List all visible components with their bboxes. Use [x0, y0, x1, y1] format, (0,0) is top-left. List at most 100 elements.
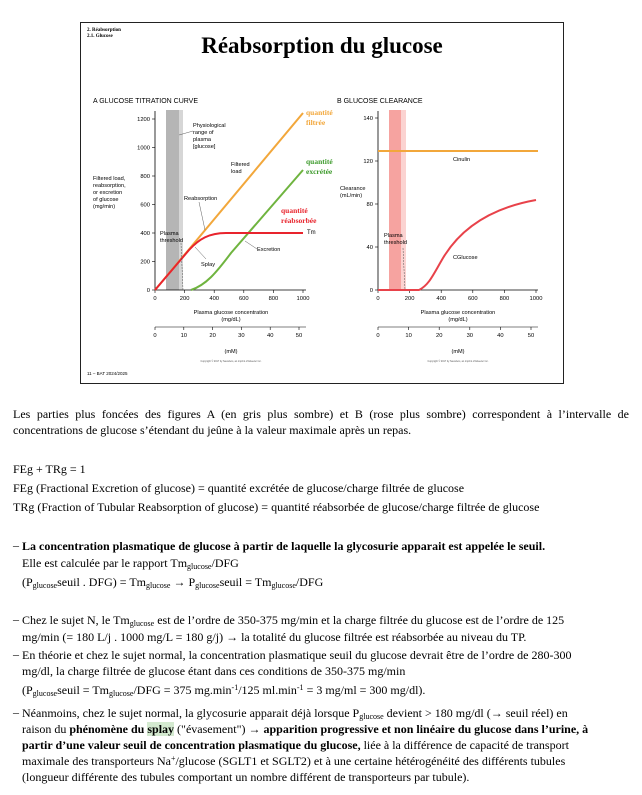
bullet-seuil-line2: Elle est calculée par le rapport Tmgluco… [22, 556, 239, 571]
b-y-ticks: 0 40 80 120 140 [363, 116, 378, 294]
equation-1: FEg + TRg = 1 [13, 462, 86, 476]
excretion-pointer [244, 240, 258, 250]
reabsorption-pointer [198, 201, 206, 231]
tick-label: 10 [181, 333, 187, 339]
tick-label: 0 [153, 333, 156, 339]
bullet-theory-line2: mg/dl, la charge filtrée de glucose étan… [22, 664, 406, 678]
tick-label: 120 [363, 159, 373, 165]
tick-label: 20 [209, 333, 215, 339]
a-threshold-label: Plasma threshold [160, 231, 183, 244]
reabsorption-curve [154, 232, 303, 291]
tick-label: 1200 [137, 117, 150, 123]
tick-label: 10 [405, 333, 411, 339]
a-x-ticks: 0 200 400 600 800 1000 [153, 290, 309, 302]
threshold-marker [180, 242, 184, 291]
tick-label: 50 [528, 333, 534, 339]
bullet-theory-line3: (Pglucoseseuil = Tmglucose/DFG = 375 mg.… [22, 683, 426, 698]
tick-label: 0 [147, 288, 150, 294]
a-splay-label: Splay [201, 262, 215, 268]
b-ylabel: Clearance (mL/min) [340, 186, 367, 199]
a-excretion-label: Excretion [257, 247, 280, 253]
bullet-tm-line1: Chez le sujet N, le Tmglucose est de l’o… [22, 613, 565, 628]
b-xunit: (mg/dL) [448, 317, 467, 323]
b-threshold-marker [402, 247, 406, 291]
tick-label: 30 [238, 333, 244, 339]
bullet-seuil-title: La concentration plasmatique de glucose … [22, 539, 546, 553]
tick-label: 40 [267, 333, 273, 339]
slide-figure: 2. Réabsorption 2.1. Glucose Réabsorptio… [80, 22, 564, 384]
equation-fe: FEg (Fractional Excretion of glucose) = … [13, 481, 465, 495]
bullet-splay-line4: maximale des transporteurs Na+/glucose (… [22, 754, 566, 768]
b-range-band-dark [389, 110, 401, 290]
tick-label: 200 [140, 260, 150, 266]
panel-a-label: A GLUCOSE TITRATION CURVE [93, 98, 198, 105]
b-range-band-light [401, 110, 406, 290]
bullet-tm-line2: mg/min (= 180 L/j . 1000 mg/L = 180 g/j)… [22, 630, 527, 644]
header-line: 2. Réabsorption [87, 28, 121, 33]
tick-label: 200 [405, 296, 415, 302]
tick-label: 140 [363, 116, 373, 122]
tick-label: 600 [239, 296, 249, 302]
tick-label: 40 [367, 245, 373, 251]
tick-label: 50 [296, 333, 302, 339]
cglucose-curve [378, 199, 537, 291]
bullet-dash: – [13, 538, 19, 552]
tick-label: 1000 [530, 296, 543, 302]
figure-svg: A GLUCOSE TITRATION CURVE 02004006008001… [93, 98, 542, 363]
bullet-seuil-line3: (Pglucoseseuil . DFG) = Tmglucose → Pglu… [22, 575, 324, 590]
bullet-splay-line5: (longueur différente des tubules comport… [22, 770, 470, 784]
range-band-dark [166, 110, 179, 290]
b-xunit2: (mM) [451, 349, 464, 355]
a-xunit: (mg/dL) [221, 317, 240, 323]
tick-label: 800 [500, 296, 510, 302]
b-cglucose-label: CGlucose [453, 255, 478, 261]
tick-label: 200 [180, 296, 190, 302]
b-x-ticks: 0 200 400 600 800 1000 [376, 290, 542, 302]
a-filtered-label: Filtered load [231, 162, 251, 175]
range-pointer [178, 130, 194, 136]
tick-label: 400 [209, 296, 219, 302]
a-range-label: Physiological range of plasma [glucose] [193, 123, 227, 150]
tick-label: 0 [376, 296, 379, 302]
tick-label: 80 [367, 202, 373, 208]
a-mm-ticks: 0 10 20 30 40 50 [153, 327, 302, 339]
annot-quantite-excretee: quantité excrétée [306, 157, 335, 176]
header-line: 2.1. Glucose [87, 34, 113, 39]
excretion-curve [190, 169, 304, 291]
b-copyright: Copyright © 2017 by Saunders, an imprint… [428, 360, 489, 363]
tick-label: 1000 [297, 296, 310, 302]
b-xlabel: Plasma glucose concentration [421, 310, 496, 316]
tick-label: 600 [140, 203, 150, 209]
bullet-splay-line1: Néanmoins, chez le sujet normal, la glyc… [22, 706, 568, 721]
a-tm-label: Tm [307, 230, 316, 236]
paragraph-intro: Les parties plus foncées des figures A (… [13, 407, 629, 437]
bullet-dash: – [13, 612, 19, 626]
tick-label: 800 [269, 296, 279, 302]
range-band-light [179, 110, 183, 290]
splay-pointer [194, 246, 207, 260]
a-ylabel: Filtered load, reabsorption, or excretio… [93, 176, 127, 210]
b-cinulin-label: Cinulin [453, 157, 470, 163]
tick-label: 400 [140, 231, 150, 237]
panel-b-label: B GLUCOSE CLEARANCE [337, 98, 423, 105]
tick-label: 400 [436, 296, 446, 302]
a-reabsorption-label: Reabsorption [184, 196, 217, 202]
b-mm-ticks: 0 10 20 30 40 50 [376, 327, 534, 339]
tick-label: 0 [153, 296, 156, 302]
annot-quantite-filtree: quantité filtrée [306, 108, 335, 127]
annot-quantite-reabsorbee: quantité réabsorbée [281, 206, 317, 225]
bullet-splay-line3: partir d’une valeur seuil de concentrati… [22, 738, 569, 752]
a-copyright: Copyright © 2017 by Saunders, an imprint… [201, 360, 262, 363]
tick-label: 800 [140, 174, 150, 180]
bullet-dash: – [13, 705, 19, 719]
tick-label: 0 [376, 333, 379, 339]
slide-header: 2. Réabsorption 2.1. Glucose [87, 28, 121, 40]
tick-label: 20 [436, 333, 442, 339]
bullet-splay-line2: raison du phénomène du splay ("évasement… [22, 722, 589, 736]
a-y-ticks: 0 200 400 600 800 1000 1200 [137, 117, 155, 294]
slide-title: Réabsorption du glucose [201, 33, 443, 58]
slide-footer: 11 – BAT 2024/2025 [87, 371, 128, 376]
a-xunit2: (mM) [224, 349, 237, 355]
b-threshold-label: Plasma threshold [384, 233, 407, 246]
bullet-dash: – [13, 647, 19, 661]
